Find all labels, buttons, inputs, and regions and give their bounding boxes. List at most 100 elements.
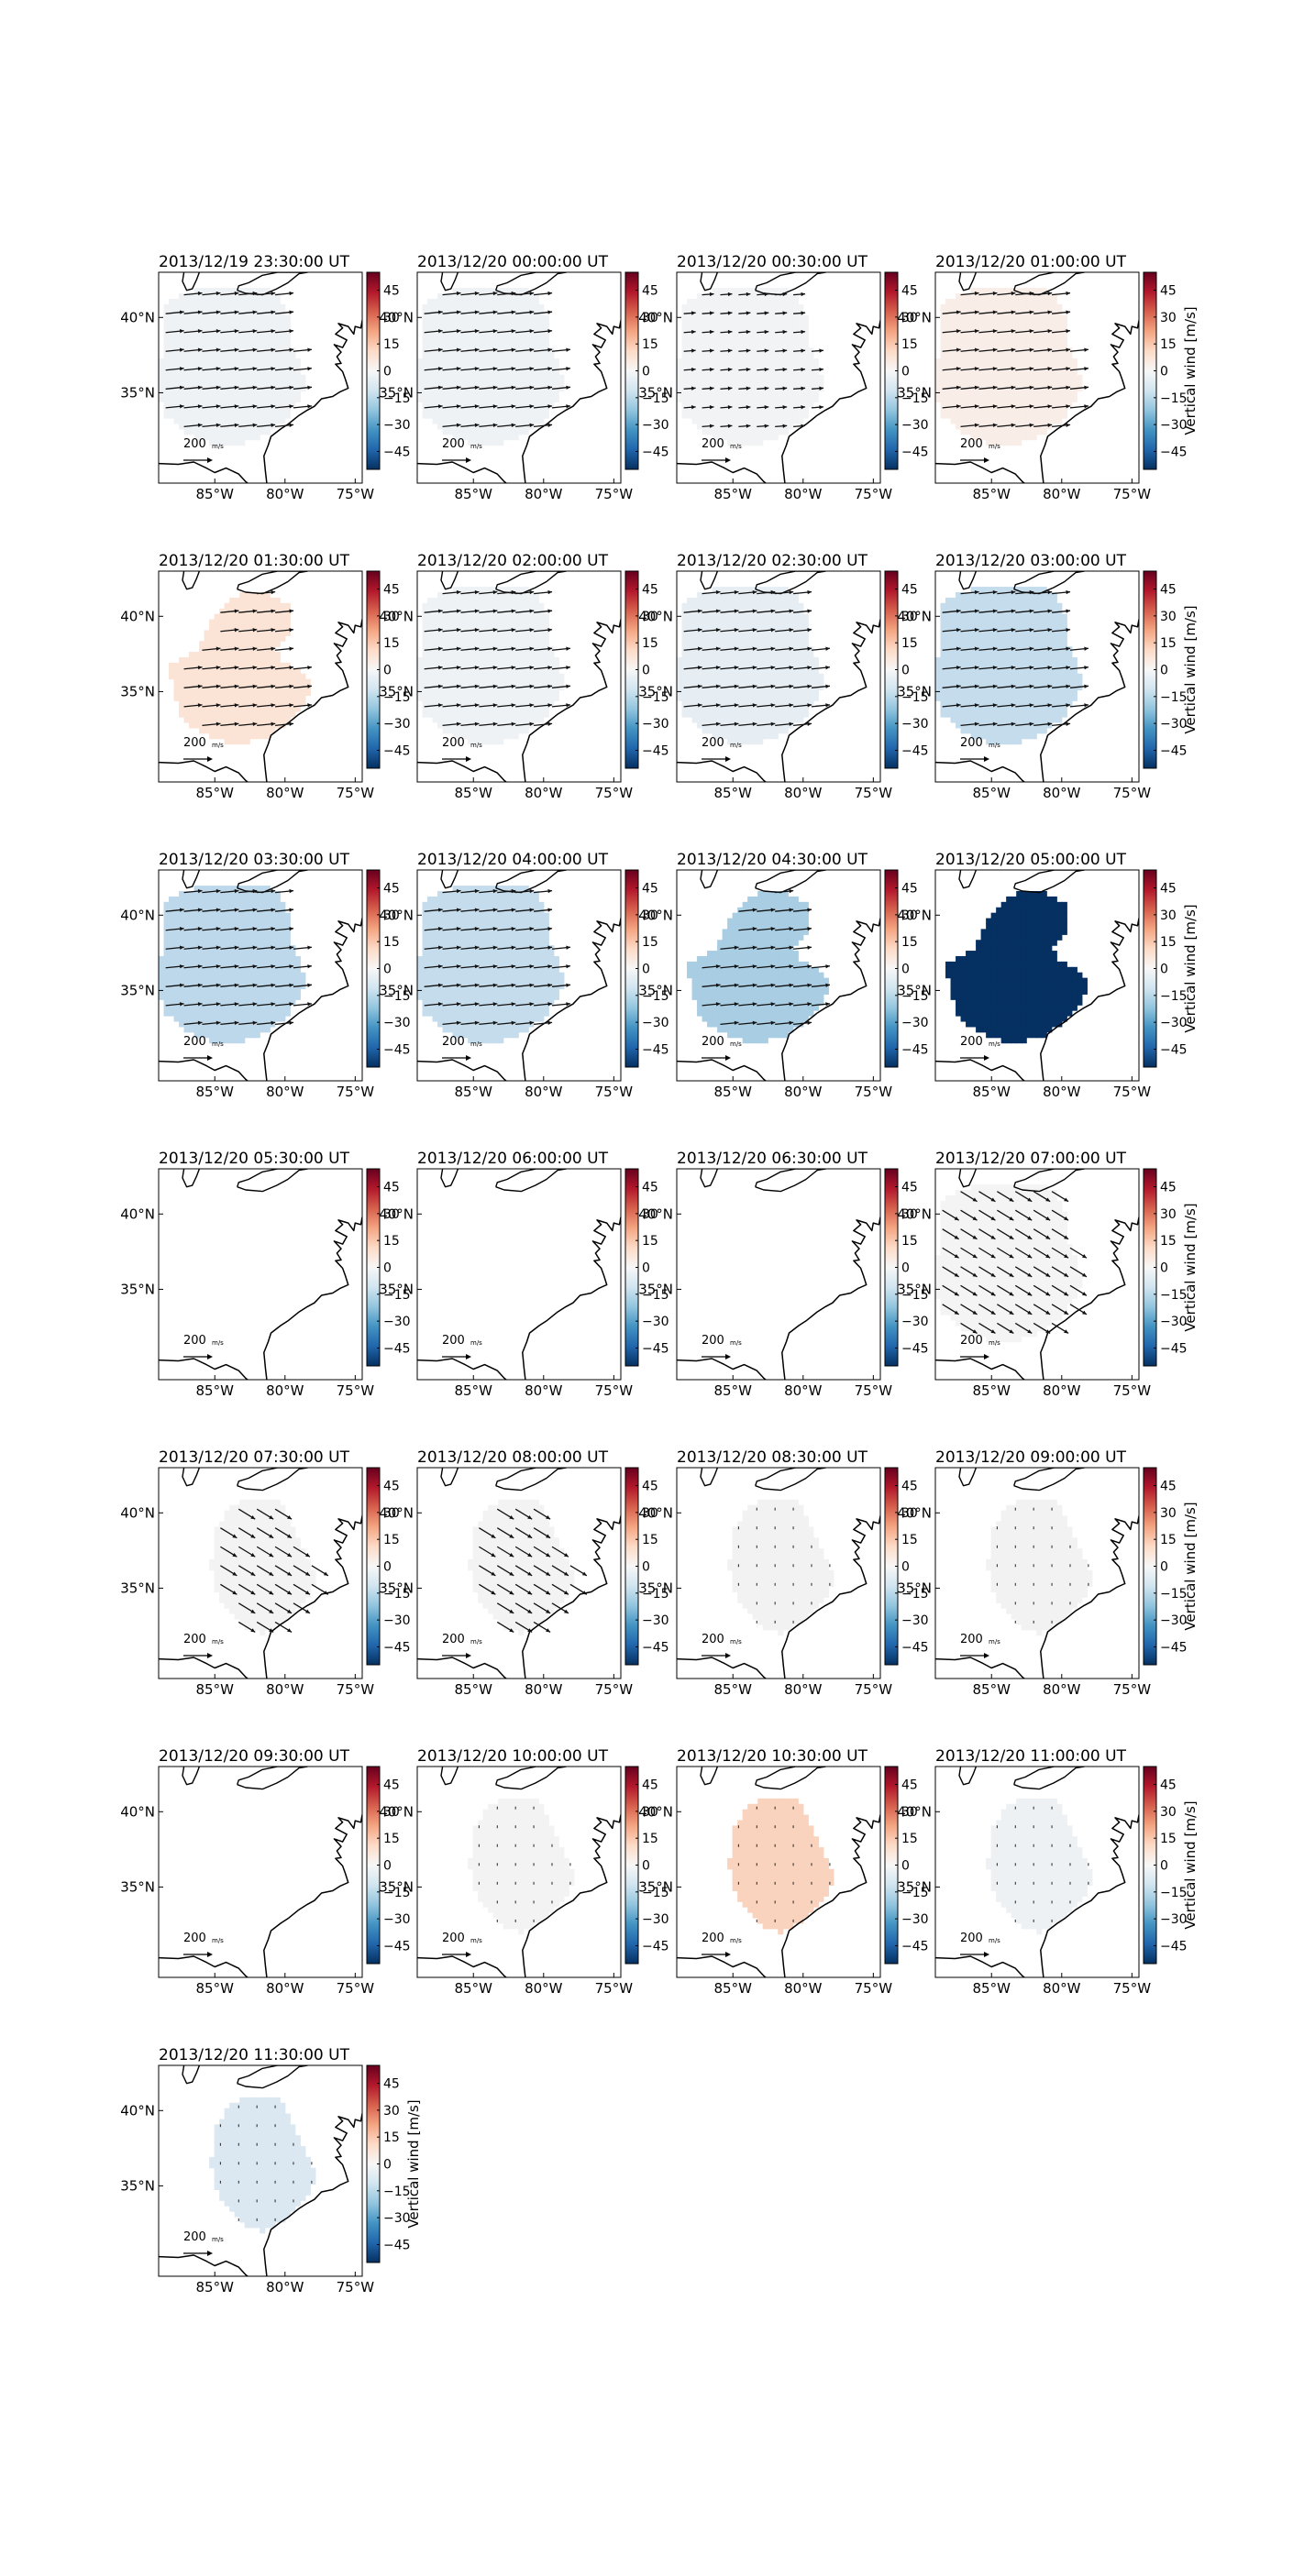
field-cell — [976, 320, 982, 327]
wind-vector-head — [271, 423, 276, 428]
wind-vector-head — [691, 367, 696, 372]
field-cell — [452, 652, 459, 658]
field-cell — [290, 695, 296, 701]
field-cell — [244, 602, 250, 610]
field-cell — [224, 413, 230, 419]
field-cell — [290, 678, 296, 686]
field-cell — [437, 673, 444, 680]
field-cell — [681, 413, 688, 419]
field-cell — [503, 689, 509, 696]
field-cell — [1046, 298, 1053, 305]
field-cell — [956, 331, 962, 337]
field-cell — [513, 656, 519, 664]
field-cell — [260, 667, 266, 675]
field-cell — [209, 320, 216, 327]
field-cell — [249, 418, 256, 424]
field-cell — [294, 700, 301, 707]
field-cell — [798, 369, 804, 376]
field-cell — [727, 374, 734, 381]
field-cell — [742, 413, 748, 419]
field-cell — [244, 293, 250, 300]
field-cell — [966, 418, 972, 424]
field-cell — [986, 363, 992, 370]
field-cell — [284, 700, 291, 707]
field-cell — [169, 374, 175, 381]
field-cell — [1016, 353, 1022, 359]
field-cell — [960, 418, 967, 424]
field-cell — [290, 391, 296, 397]
field-cell — [528, 320, 535, 327]
field-cell — [260, 602, 266, 610]
field-cell — [462, 358, 469, 365]
field-cell — [244, 391, 250, 397]
field-cell — [940, 325, 946, 332]
field-cell — [737, 380, 744, 387]
field-cell — [478, 407, 484, 413]
field-cell — [513, 391, 519, 397]
field-cell — [1031, 325, 1037, 332]
field-cell — [722, 331, 728, 337]
field-cell — [260, 592, 266, 599]
field-cell — [513, 380, 519, 387]
field-cell — [462, 413, 469, 419]
field-cell — [798, 407, 804, 413]
field-cell — [508, 331, 514, 337]
field-cell — [752, 738, 758, 745]
field-cell — [468, 587, 474, 593]
field-cell — [687, 374, 693, 381]
field-cell — [722, 298, 728, 305]
field-cell — [173, 374, 180, 381]
field-cell — [518, 374, 525, 381]
field-cell — [280, 678, 286, 686]
field-cell — [264, 298, 271, 305]
field-cell — [224, 656, 230, 664]
field-cell — [249, 353, 256, 359]
field-cell — [1041, 418, 1047, 424]
field-cell — [492, 374, 499, 381]
field-cell — [264, 288, 271, 294]
field-cell — [737, 439, 744, 446]
field-cell — [1006, 331, 1012, 337]
wind-vector-head — [709, 329, 714, 335]
field-cell — [802, 385, 809, 392]
wind-vector-head — [801, 367, 806, 372]
field-cell — [234, 727, 240, 734]
field-cell — [199, 656, 205, 664]
field-cell — [442, 695, 448, 701]
field-cell — [159, 369, 165, 376]
field-cell — [1026, 407, 1033, 413]
field-cell — [478, 342, 484, 348]
field-cell — [956, 423, 962, 430]
field-cell — [260, 656, 266, 664]
field-cell — [1021, 434, 1027, 441]
field-cell — [966, 320, 972, 327]
field-cell — [492, 727, 499, 734]
field-cell — [458, 342, 464, 348]
field-cell — [492, 602, 499, 610]
field-cell — [214, 325, 220, 332]
wind-vector-head — [782, 405, 788, 410]
field-cell — [752, 331, 758, 337]
wind-vector-head — [216, 721, 221, 727]
field-cell — [239, 592, 246, 599]
field-cell — [422, 396, 428, 402]
field-cell — [478, 592, 484, 599]
field-cell — [224, 303, 230, 311]
field-cell — [523, 288, 529, 294]
field-cell — [458, 732, 464, 740]
field-cell — [513, 641, 519, 647]
field-cell — [472, 635, 479, 642]
field-cell — [691, 418, 698, 424]
field-cell — [518, 641, 525, 647]
field-cell — [681, 347, 688, 354]
field-cell — [732, 303, 738, 311]
wind-vector-head — [252, 646, 258, 651]
field-cell — [538, 331, 545, 337]
field-cell — [270, 353, 276, 359]
field-cell — [508, 732, 514, 740]
field-cell — [468, 635, 474, 642]
wind-vector-head — [566, 684, 570, 688]
field-cell — [778, 336, 784, 343]
field-cell — [254, 613, 260, 621]
field-cell — [229, 700, 236, 707]
